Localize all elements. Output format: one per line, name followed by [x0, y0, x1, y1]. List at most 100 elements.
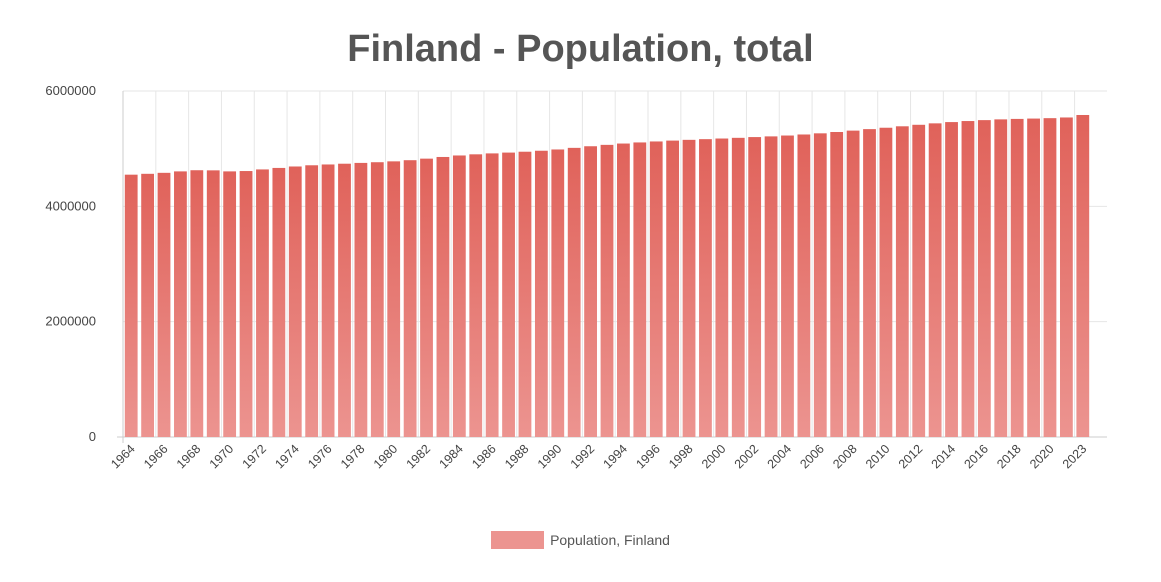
bar-1980 — [387, 161, 401, 437]
bar-1989 — [534, 150, 548, 437]
bar-1984 — [452, 155, 466, 438]
bar-1967 — [174, 171, 187, 437]
bar-1986 — [485, 153, 499, 438]
bar-1976 — [321, 164, 335, 437]
bar-2004 — [781, 135, 794, 437]
bar-2017 — [994, 119, 1008, 437]
x-tick-label: 1964 — [108, 442, 138, 472]
bar-1990 — [551, 149, 565, 437]
bar-1988 — [518, 151, 532, 437]
bar-2019 — [1027, 118, 1040, 437]
x-tick-label: 1972 — [240, 442, 270, 472]
bar-2021 — [1059, 117, 1073, 438]
bar-2014 — [945, 122, 958, 437]
bar-1973 — [272, 167, 286, 437]
bar-1983 — [436, 156, 450, 437]
bar-1985 — [469, 154, 483, 437]
x-tick-label: 2012 — [896, 442, 926, 472]
x-tick-label: 1984 — [436, 442, 466, 472]
chart-title: Finland - Population, total — [347, 28, 814, 70]
bar-1974 — [288, 166, 302, 438]
x-tick-label: 2016 — [961, 442, 991, 472]
bar-1972 — [256, 169, 269, 437]
bar-2012 — [912, 124, 926, 437]
x-tick-label: 1998 — [666, 442, 696, 472]
bar-1965 — [141, 173, 155, 437]
x-tick-label: 1992 — [568, 442, 598, 472]
x-tick-label: 1968 — [174, 442, 204, 472]
bar-1994 — [617, 143, 630, 437]
bar-1987 — [502, 152, 515, 437]
bar-2015 — [961, 121, 975, 437]
x-tick-label: 1988 — [502, 442, 532, 472]
x-tick-label: 2010 — [863, 442, 893, 472]
bar-2003 — [764, 136, 778, 437]
bar-1998 — [682, 139, 696, 437]
bar-1993 — [600, 144, 614, 438]
x-tick-label: 2006 — [797, 442, 827, 472]
legend[interactable]: Population, Finland — [0, 531, 1161, 549]
bar-1995 — [633, 142, 647, 437]
bar-2020 — [1043, 118, 1057, 437]
x-tick-label: 2023 — [1060, 442, 1090, 472]
bar-2006 — [813, 133, 827, 437]
x-tick-label: 2018 — [994, 442, 1024, 472]
bar-2008 — [846, 130, 860, 437]
x-tick-label: 2004 — [765, 442, 795, 472]
bar-1977 — [338, 163, 351, 438]
bar-2002 — [748, 137, 762, 437]
bar-1997 — [666, 140, 680, 438]
bar-1996 — [649, 141, 663, 438]
bar-1991 — [567, 147, 581, 438]
bar-2007 — [830, 132, 844, 437]
bars — [124, 114, 1090, 438]
bar-2005 — [797, 134, 811, 438]
x-tick-label: 1974 — [272, 442, 302, 472]
x-tick-label: 1994 — [600, 442, 630, 472]
bar-1982 — [420, 158, 433, 437]
x-tick-label: 1976 — [305, 442, 335, 472]
y-tick-labels: 0 2000000 4000000 6000000 — [45, 83, 96, 444]
y-tick-label: 4000000 — [45, 198, 96, 213]
x-tick-label: 1980 — [371, 442, 401, 472]
x-tick-label: 1978 — [338, 442, 368, 472]
x-tick-label: 2002 — [732, 442, 762, 472]
grid-lines — [122, 90, 1107, 438]
legend-swatch — [491, 531, 545, 549]
x-tick-label: 1990 — [535, 442, 565, 472]
bar-2011 — [895, 126, 909, 438]
x-tick-label: 1996 — [633, 442, 663, 472]
bar-1975 — [305, 165, 319, 438]
x-tick-label: 1982 — [404, 442, 434, 472]
bar-1978 — [354, 162, 368, 437]
y-tick-label: 2000000 — [45, 314, 96, 329]
bar-1966 — [157, 172, 171, 438]
y-tick-label: 6000000 — [45, 83, 96, 98]
x-tick-labels: 1964 1966 1968 1970 1972 1974 1976 1978 1980 1982… — [108, 442, 1089, 472]
bar-1968 — [190, 170, 204, 437]
bar-2018 — [1010, 118, 1024, 437]
x-tick-label: 2008 — [830, 442, 860, 472]
bar-1970 — [223, 171, 237, 437]
bar-2000 — [715, 138, 729, 437]
x-tick-label: 2000 — [699, 442, 729, 472]
bar-2009 — [863, 129, 876, 437]
bar-1964 — [124, 174, 138, 438]
legend-label: Population, Finland — [550, 532, 670, 548]
bar-1981 — [403, 160, 417, 437]
x-tick-label: 2020 — [1027, 442, 1057, 472]
bar-1999 — [699, 139, 712, 437]
x-tick-label: 1986 — [469, 442, 499, 472]
bar-2001 — [731, 137, 745, 438]
x-tick-label: 1966 — [141, 442, 171, 472]
bar-2010 — [879, 127, 893, 437]
bar-1969 — [206, 170, 220, 437]
x-tick-label: 1970 — [207, 442, 237, 472]
x-tick-label: 2014 — [929, 442, 959, 472]
bar-2023 — [1076, 114, 1090, 438]
bar-1992 — [584, 146, 597, 437]
bar-2016 — [977, 120, 991, 437]
bar-1971 — [239, 171, 253, 438]
